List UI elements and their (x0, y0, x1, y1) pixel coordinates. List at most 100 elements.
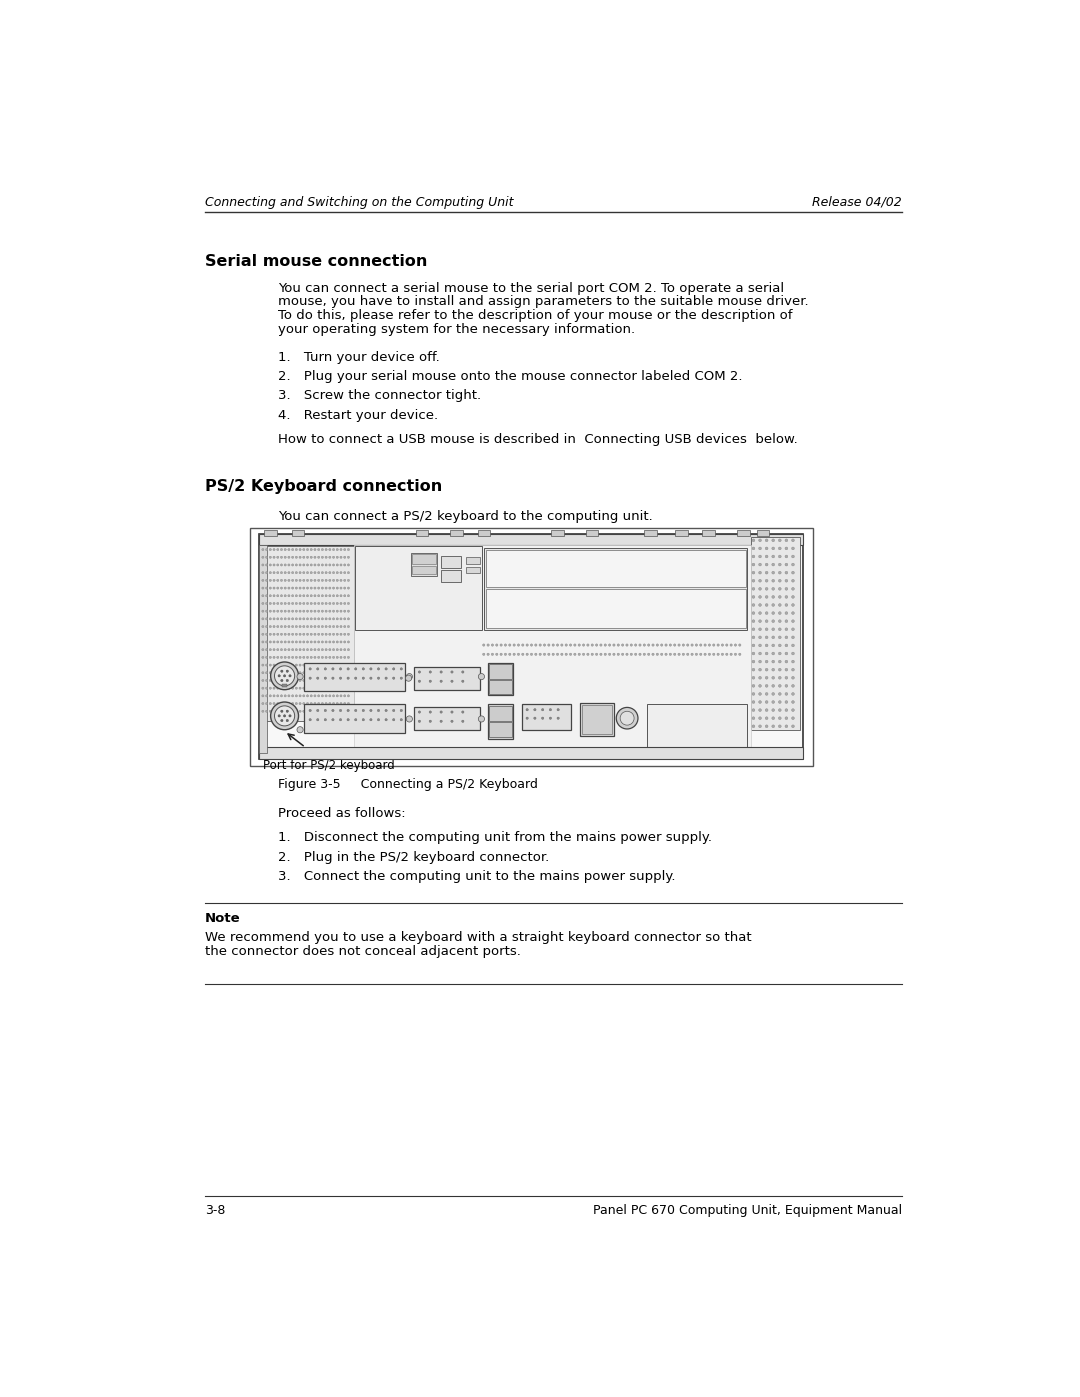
Circle shape (721, 654, 724, 655)
Circle shape (713, 644, 715, 647)
Circle shape (273, 580, 275, 581)
Circle shape (284, 664, 286, 666)
Circle shape (276, 602, 279, 605)
Circle shape (269, 556, 271, 559)
Circle shape (772, 539, 774, 542)
Circle shape (348, 687, 350, 689)
Circle shape (292, 580, 294, 581)
Circle shape (299, 641, 301, 643)
Circle shape (284, 672, 286, 673)
Circle shape (295, 610, 297, 612)
Circle shape (328, 587, 330, 590)
Circle shape (661, 644, 663, 647)
Circle shape (332, 710, 334, 711)
Bar (738, 529, 750, 535)
Circle shape (269, 694, 271, 697)
Circle shape (266, 617, 268, 620)
Circle shape (752, 539, 755, 542)
Circle shape (273, 587, 275, 590)
Bar (465, 567, 480, 573)
Circle shape (269, 633, 271, 636)
Circle shape (429, 719, 431, 722)
Circle shape (288, 626, 291, 627)
Circle shape (565, 644, 567, 647)
Text: PS/2 Keyboard connection: PS/2 Keyboard connection (205, 479, 442, 495)
Circle shape (336, 648, 338, 651)
Circle shape (318, 549, 320, 550)
Circle shape (273, 664, 275, 666)
Circle shape (766, 627, 768, 630)
Circle shape (288, 610, 291, 612)
Circle shape (310, 626, 312, 627)
Circle shape (696, 644, 698, 647)
Circle shape (276, 694, 279, 697)
Circle shape (333, 703, 335, 704)
Circle shape (284, 633, 286, 636)
Circle shape (281, 556, 283, 559)
Circle shape (752, 604, 755, 606)
Circle shape (772, 668, 774, 671)
Circle shape (295, 703, 297, 704)
Circle shape (299, 595, 301, 597)
Circle shape (752, 644, 755, 647)
Circle shape (307, 610, 309, 612)
Circle shape (557, 717, 559, 719)
Circle shape (269, 564, 271, 566)
Circle shape (261, 549, 264, 550)
Circle shape (418, 671, 420, 673)
Circle shape (779, 595, 781, 598)
Circle shape (336, 587, 338, 590)
Circle shape (288, 587, 291, 590)
Circle shape (284, 610, 286, 612)
Circle shape (295, 556, 297, 559)
Circle shape (276, 633, 279, 636)
Circle shape (526, 654, 528, 655)
Circle shape (617, 644, 620, 647)
Circle shape (541, 708, 544, 711)
Circle shape (517, 654, 519, 655)
Circle shape (318, 710, 320, 712)
Bar (484, 548, 747, 630)
Circle shape (276, 564, 279, 566)
Circle shape (316, 678, 319, 679)
Circle shape (273, 549, 275, 550)
Circle shape (314, 703, 316, 704)
Circle shape (266, 602, 268, 605)
Circle shape (405, 675, 411, 682)
Circle shape (283, 715, 286, 717)
Circle shape (310, 641, 312, 643)
Circle shape (343, 664, 346, 666)
Circle shape (343, 610, 346, 612)
Circle shape (325, 564, 327, 566)
Circle shape (273, 657, 275, 658)
Circle shape (269, 664, 271, 666)
Circle shape (340, 617, 342, 620)
Circle shape (336, 641, 338, 643)
Circle shape (325, 556, 327, 559)
Circle shape (318, 679, 320, 682)
Circle shape (325, 710, 327, 712)
Circle shape (369, 710, 373, 711)
Circle shape (261, 595, 264, 597)
Circle shape (284, 626, 286, 627)
Circle shape (522, 644, 524, 647)
Circle shape (299, 602, 301, 605)
Circle shape (766, 644, 768, 647)
Circle shape (766, 620, 768, 623)
Circle shape (310, 672, 312, 673)
Circle shape (281, 710, 283, 712)
Circle shape (440, 671, 443, 673)
Circle shape (333, 564, 335, 566)
Circle shape (281, 703, 283, 704)
Circle shape (278, 715, 281, 717)
Circle shape (295, 571, 297, 574)
Circle shape (625, 654, 629, 655)
Circle shape (336, 664, 338, 666)
Circle shape (766, 604, 768, 606)
Circle shape (284, 641, 286, 643)
Circle shape (348, 633, 350, 636)
Circle shape (266, 580, 268, 581)
Circle shape (314, 626, 316, 627)
Circle shape (333, 710, 335, 712)
Circle shape (369, 668, 373, 671)
